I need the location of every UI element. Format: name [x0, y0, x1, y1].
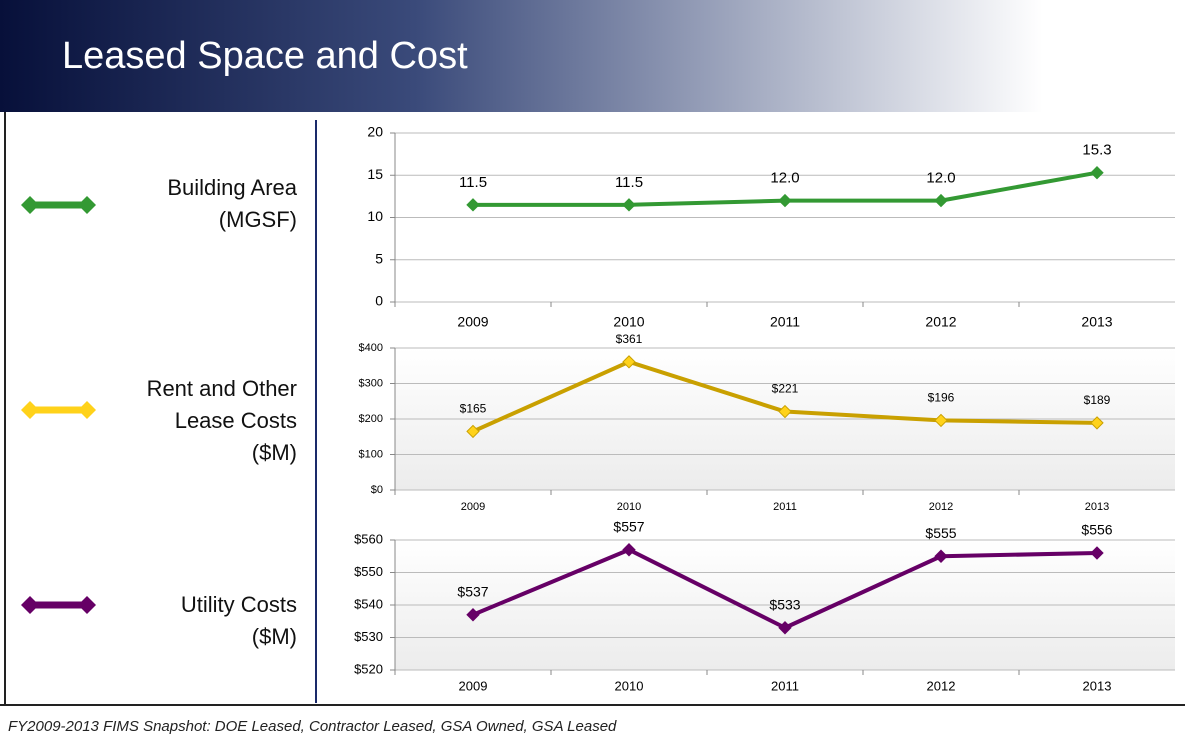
x-tick-label: 2010	[613, 314, 644, 330]
x-tick-label: 2012	[929, 501, 953, 513]
y-tick-label: $400	[359, 342, 383, 354]
data-label: 11.5	[459, 174, 487, 191]
y-tick-label: $520	[354, 661, 383, 676]
data-label: $361	[616, 332, 643, 346]
marker	[466, 608, 480, 622]
marker	[934, 549, 948, 563]
y-tick-label: $0	[371, 484, 383, 496]
x-tick-label: 2012	[925, 314, 956, 330]
y-tick-label: $300	[359, 377, 383, 389]
y-tick-label: $100	[359, 448, 383, 460]
data-label: $555	[925, 525, 956, 541]
header	[0, 0, 1185, 112]
y-tick-label: $550	[354, 564, 383, 579]
y-tick-label: $200	[359, 413, 383, 425]
data-label: $196	[928, 391, 955, 405]
marker	[1090, 416, 1104, 430]
y-tick-label: $560	[354, 531, 383, 546]
legend-marker	[78, 196, 96, 214]
marker	[1090, 166, 1104, 180]
marker	[466, 198, 480, 212]
x-tick-label: 2009	[461, 501, 485, 513]
x-tick-label: 2013	[1081, 314, 1112, 330]
x-tick-label: 2010	[617, 501, 641, 513]
x-tick-label: 2009	[459, 678, 488, 693]
legend-marker	[21, 596, 39, 614]
x-tick-label: 2010	[615, 678, 644, 693]
marker	[778, 404, 792, 419]
data-label: $165	[460, 402, 487, 416]
y-tick-label: $540	[354, 596, 383, 611]
legend-label: Building Area (MGSF)	[167, 175, 297, 232]
marker	[778, 193, 792, 208]
y-tick-label: $530	[354, 629, 383, 644]
x-tick-label: 2009	[457, 314, 488, 330]
y-tick-label: 15	[367, 166, 383, 182]
legend-marker	[21, 401, 39, 419]
marker	[778, 621, 792, 635]
legend-marker	[78, 401, 96, 419]
legend-marker	[78, 596, 96, 614]
data-label: $557	[613, 518, 644, 534]
data-label: 11.5	[615, 174, 643, 191]
data-label: $189	[1084, 393, 1111, 407]
data-label: $537	[457, 583, 488, 599]
data-label: 12.0	[770, 170, 799, 187]
footer: FY2009-2013 FIMS Snapshot: DOE Leased, C…	[8, 718, 617, 735]
marker	[934, 413, 948, 428]
data-label: $556	[1081, 522, 1112, 538]
data-label: 12.0	[926, 170, 955, 187]
x-tick-label: 2011	[771, 678, 799, 693]
x-tick-label: 2013	[1083, 678, 1112, 693]
marker	[622, 198, 636, 212]
legend-marker	[21, 196, 39, 214]
x-tick-label: 2013	[1085, 501, 1109, 513]
y-tick-label: 0	[375, 293, 383, 309]
title: Leased Space and Cost	[62, 35, 468, 77]
x-tick-label: 2012	[927, 678, 956, 693]
marker	[934, 193, 948, 208]
marker	[622, 543, 636, 557]
marker	[622, 355, 636, 369]
legend-label: Utility Costs ($M)	[180, 592, 297, 649]
y-tick-label: 5	[375, 250, 383, 266]
marker	[466, 424, 480, 439]
data-label: 15.3	[1082, 142, 1111, 159]
marker	[1090, 546, 1104, 560]
x-tick-label: 2011	[773, 501, 797, 513]
data-label: $221	[772, 382, 799, 396]
y-tick-label: 20	[367, 124, 383, 140]
data-label: $533	[769, 596, 800, 612]
x-tick-label: 2011	[770, 314, 800, 330]
legend-label: Rent and Other Lease Costs ($M)	[146, 376, 297, 465]
y-tick-label: 10	[367, 208, 383, 224]
